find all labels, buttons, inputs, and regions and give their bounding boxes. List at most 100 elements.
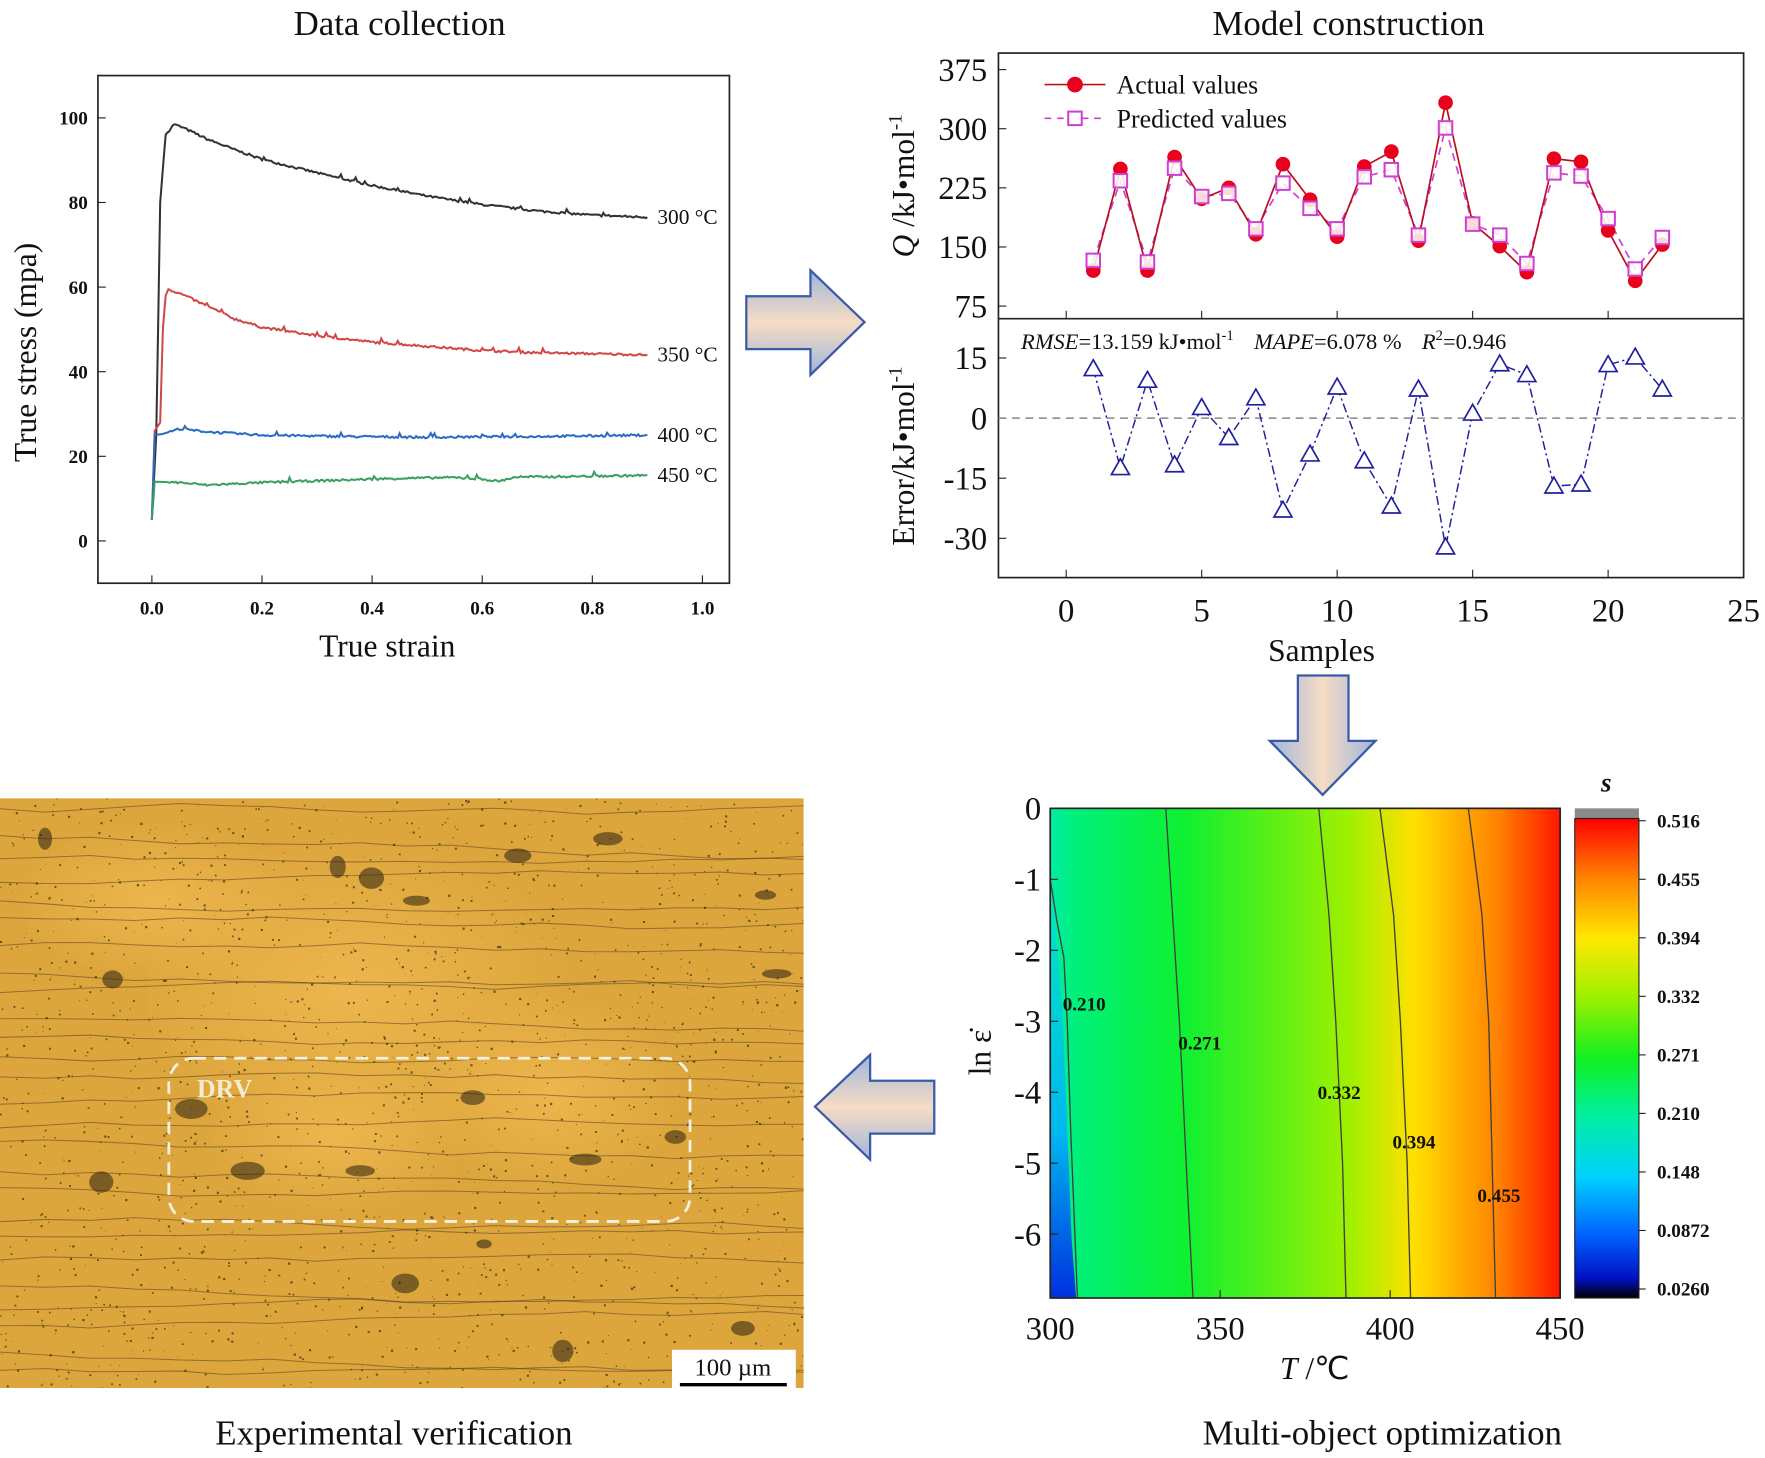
y-axis-label: True stress (mpa) [8, 243, 43, 462]
grain-boundary [0, 803, 804, 815]
arrow-right-icon [745, 267, 867, 378]
x-axis-label: Samples [1268, 633, 1375, 668]
error-statistics: RMSE=13.159 kJ•mol-1 MAPE=6.078 % R2=0.946 [1020, 328, 1506, 354]
predicted-point [1220, 185, 1237, 202]
title-experimental-verification: Experimental verification [215, 1413, 572, 1452]
predicted-point [1275, 175, 1291, 191]
dark-particle [345, 1165, 375, 1177]
title-model-construction: Model construction [1212, 4, 1484, 43]
dark-particle [593, 832, 623, 846]
error-point [1570, 473, 1592, 492]
grain-boundary [0, 916, 804, 930]
colorbar-tick-label: 0.332 [1657, 987, 1700, 1008]
error-point [1191, 396, 1213, 416]
colorbar-tick-label: 0.210 [1657, 1104, 1700, 1125]
predicted-point [1546, 165, 1562, 181]
grain-boundary [0, 942, 804, 954]
contour-label: 0.332 [1318, 1083, 1361, 1104]
error-point [1109, 457, 1131, 476]
predicted-point [1139, 254, 1156, 270]
x-tick-label: 0 [1058, 594, 1074, 630]
predicted-point [1654, 229, 1671, 246]
error-point [1489, 353, 1511, 372]
predicted-point [1356, 169, 1373, 185]
error-point [1624, 346, 1646, 365]
grain-boundary [0, 1351, 804, 1371]
actual-point [1438, 95, 1453, 111]
contour-line [1049, 879, 1079, 1299]
contour-line [1467, 808, 1497, 1299]
q-tick-label: 225 [938, 171, 987, 207]
dark-particle [761, 969, 792, 979]
y-tick-label: 60 [69, 278, 88, 299]
contour-label: 0.455 [1477, 1186, 1520, 1207]
predicted-point [1085, 252, 1102, 269]
scale-bar-box [672, 1349, 796, 1389]
contour-line [1318, 808, 1347, 1299]
dark-particle [569, 1153, 602, 1166]
x-tick-label: 10 [1321, 594, 1354, 630]
y-tick-label: -4 [1014, 1075, 1041, 1111]
series-label: 400 °C [657, 423, 717, 447]
colorbar-overflow [1574, 808, 1639, 819]
y-tick-label: 0 [1025, 792, 1041, 828]
grain-boundary [0, 972, 804, 990]
error-point [1299, 443, 1321, 462]
plot-frame [97, 74, 731, 585]
actual-point [1627, 273, 1643, 289]
y-tick-label: 80 [69, 193, 88, 214]
y-tick-label: 0 [78, 532, 88, 553]
error-point [1245, 387, 1267, 406]
map-low-region [1050, 883, 1077, 1299]
actual-point [1573, 154, 1589, 170]
error-line [1092, 356, 1663, 548]
q-axis-label: Q /kJ•mol-1 [886, 114, 921, 257]
legend: Actual values Predicted values [1044, 71, 1287, 133]
actual-line [1092, 102, 1663, 283]
contour-label: 0.210 [1063, 994, 1106, 1015]
dark-particle [329, 855, 346, 878]
actual-point [1113, 161, 1128, 177]
predicted-point [1248, 221, 1264, 237]
map-fill [1050, 808, 1561, 1299]
grain-boundary [0, 1139, 804, 1160]
q-prediction-chart: 0 5 10 15 20 25 75 150 225 300 375 -30 -15 0 15 Actual… [886, 52, 1760, 668]
grain-boundary [0, 1229, 804, 1238]
actual-point [1546, 151, 1562, 167]
y-tick-label: -5 [1014, 1146, 1041, 1182]
grain-boundary [0, 855, 804, 864]
x-tick-label: 0.8 [580, 599, 604, 620]
dark-particle [89, 1171, 114, 1193]
error-point [1082, 358, 1104, 377]
predicted-point [1166, 160, 1183, 176]
error-point [1543, 475, 1565, 494]
error-tick-label: -15 [944, 461, 988, 497]
error-point [1218, 427, 1240, 446]
x-tick-label: 350 [1196, 1312, 1245, 1348]
error-point [1516, 364, 1538, 383]
error-point [1326, 376, 1348, 395]
dark-particle [552, 1339, 574, 1363]
dark-particle [754, 890, 777, 900]
title-multi-object-optimization: Multi-object optimization [1203, 1413, 1562, 1452]
contour-line [1379, 808, 1412, 1299]
predicted-point [1302, 200, 1318, 217]
predicted-point [1519, 255, 1535, 272]
colorbar [1574, 817, 1640, 1299]
y-tick-label: -3 [1014, 1005, 1041, 1041]
x-tick-label: 0.0 [140, 599, 164, 620]
grain-boundary [0, 1055, 804, 1064]
colorbar-title: s [1600, 767, 1612, 797]
y-tick-label: -6 [1014, 1217, 1041, 1253]
error-point [1597, 354, 1619, 373]
dark-particle [230, 1161, 265, 1180]
dark-particle [102, 970, 123, 989]
grain-boundary [0, 980, 804, 994]
arrow-down-icon [1267, 674, 1379, 797]
dark-particle [476, 1239, 492, 1249]
predicted-point [1627, 261, 1643, 277]
error-point [1272, 499, 1294, 518]
dark-particle [664, 1130, 687, 1144]
colorbar-tick-label: 0.271 [1657, 1046, 1700, 1067]
contour-label: 0.271 [1178, 1033, 1221, 1054]
